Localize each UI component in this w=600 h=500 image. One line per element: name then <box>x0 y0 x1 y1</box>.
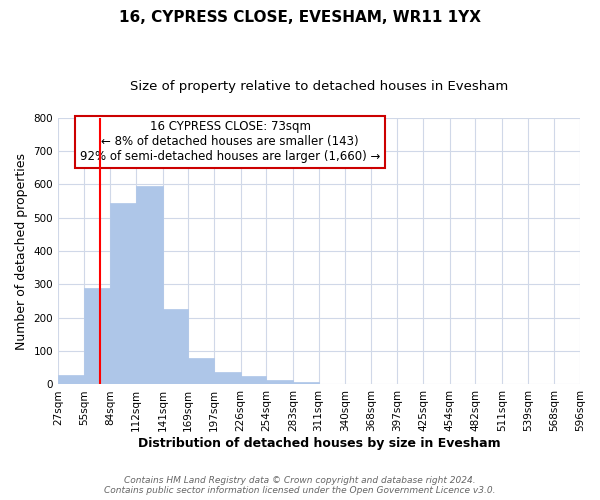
Title: Size of property relative to detached houses in Evesham: Size of property relative to detached ho… <box>130 80 508 93</box>
Bar <box>293 382 319 384</box>
Bar <box>163 310 188 384</box>
Text: Contains HM Land Registry data © Crown copyright and database right 2024.
Contai: Contains HM Land Registry data © Crown c… <box>104 476 496 495</box>
Bar <box>110 203 136 384</box>
Bar <box>58 375 84 384</box>
Bar <box>188 358 214 384</box>
Bar <box>266 380 293 384</box>
Bar <box>241 376 266 384</box>
Bar <box>136 186 163 384</box>
Text: 16, CYPRESS CLOSE, EVESHAM, WR11 1YX: 16, CYPRESS CLOSE, EVESHAM, WR11 1YX <box>119 10 481 25</box>
X-axis label: Distribution of detached houses by size in Evesham: Distribution of detached houses by size … <box>138 437 500 450</box>
Y-axis label: Number of detached properties: Number of detached properties <box>15 152 28 350</box>
Bar <box>214 372 241 384</box>
Bar <box>84 288 110 384</box>
Text: 16 CYPRESS CLOSE: 73sqm
← 8% of detached houses are smaller (143)
92% of semi-de: 16 CYPRESS CLOSE: 73sqm ← 8% of detached… <box>80 120 380 164</box>
